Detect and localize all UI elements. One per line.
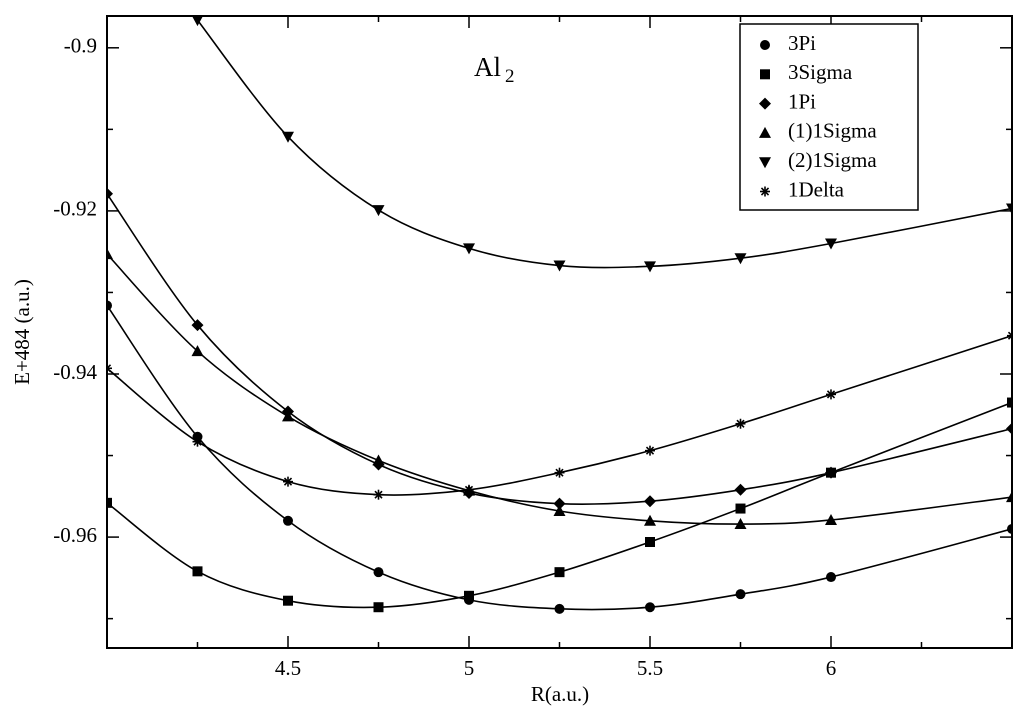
marker	[825, 238, 837, 250]
marker	[282, 131, 294, 143]
x-tick-label: 5	[464, 656, 475, 680]
legend-box	[739, 23, 919, 211]
marker-stroke	[283, 477, 293, 486]
marker	[464, 590, 474, 601]
marker	[553, 260, 566, 272]
series-line	[107, 334, 1012, 496]
marker	[735, 503, 746, 514]
marker	[735, 589, 746, 600]
legend-label: (2)1Sigma	[788, 148, 877, 172]
x-tick-label: 5.5	[637, 656, 663, 680]
marker	[759, 157, 771, 169]
plot-area	[107, 16, 1012, 614]
marker	[734, 253, 747, 265]
marker	[554, 603, 565, 614]
legend-label: 1Delta	[788, 177, 845, 201]
legend: 3Pi 3Sigma 1Pi (1)1Sigma (2)1Sigma 1Delta	[739, 23, 919, 211]
marker	[645, 536, 655, 547]
marker	[464, 484, 474, 495]
y-tick-label: -0.92	[53, 197, 97, 221]
marker	[644, 495, 656, 508]
y-tick-label: -0.94	[53, 360, 97, 384]
marker	[107, 300, 112, 311]
marker	[463, 243, 475, 255]
series-line	[107, 193, 1012, 505]
marker	[373, 567, 384, 578]
marker-stroke	[374, 490, 383, 499]
marker	[734, 483, 747, 496]
marker	[825, 513, 837, 525]
annotation-text: Al	[474, 52, 501, 82]
marker	[373, 489, 384, 500]
marker	[191, 345, 204, 357]
legend-label: 1Pi	[788, 89, 816, 113]
series-line	[107, 253, 1012, 525]
marker	[760, 186, 770, 197]
y-axis-label: E+484 (a.u.)	[10, 279, 34, 385]
marker	[553, 497, 566, 510]
marker-stroke	[736, 419, 745, 428]
annotation: Al 2	[474, 52, 515, 87]
marker	[735, 418, 746, 429]
marker	[372, 205, 385, 217]
marker	[760, 69, 770, 80]
marker	[826, 389, 836, 400]
marker-stroke	[1007, 334, 1012, 340]
marker-stroke	[107, 367, 112, 373]
marker	[1006, 422, 1012, 435]
marker	[283, 595, 293, 606]
marker	[1006, 203, 1012, 215]
x-tick-label: 4.5	[275, 656, 301, 680]
marker-stroke	[645, 446, 655, 455]
marker	[282, 410, 294, 422]
legend-label: (1)1Sigma	[788, 119, 877, 143]
marker	[554, 567, 565, 578]
legend-label: 3Sigma	[788, 60, 853, 84]
marker	[1006, 491, 1012, 503]
marker	[107, 497, 112, 508]
marker	[645, 602, 655, 613]
marker	[373, 602, 384, 613]
y-tick-label: -0.96	[53, 523, 97, 547]
marker	[645, 445, 655, 456]
x-axis-label: R(a.u.)	[531, 682, 589, 706]
marker-stroke	[826, 390, 836, 399]
marker	[1007, 523, 1012, 534]
marker	[644, 514, 656, 526]
series-line	[107, 401, 1012, 609]
marker	[554, 467, 565, 478]
marker-stroke	[107, 364, 112, 370]
x-tick-label: 6	[826, 656, 837, 680]
marker	[1007, 397, 1012, 408]
series-line	[107, 305, 1012, 611]
marker	[644, 261, 656, 273]
marker	[553, 504, 566, 516]
marker	[107, 187, 113, 200]
legend-label: 3Pi	[788, 31, 816, 55]
marker-stroke	[464, 485, 474, 494]
marker-stroke	[760, 187, 770, 196]
marker	[760, 40, 770, 50]
marker-stroke	[193, 437, 202, 446]
marker	[192, 566, 203, 577]
marker	[192, 436, 203, 447]
annotation-subscript: 2	[505, 66, 515, 87]
marker	[283, 515, 293, 526]
marker	[759, 97, 771, 110]
marker	[283, 476, 293, 487]
marker	[107, 363, 112, 374]
marker	[734, 518, 747, 530]
marker	[107, 248, 113, 260]
marker	[1007, 330, 1012, 341]
marker	[826, 572, 836, 583]
marker	[825, 466, 837, 479]
marker-stroke	[555, 468, 564, 477]
marker	[191, 319, 204, 332]
y-tick-label: -0.9	[64, 34, 97, 58]
marker-stroke	[1007, 331, 1012, 337]
marker	[759, 126, 771, 138]
marker	[372, 454, 385, 466]
